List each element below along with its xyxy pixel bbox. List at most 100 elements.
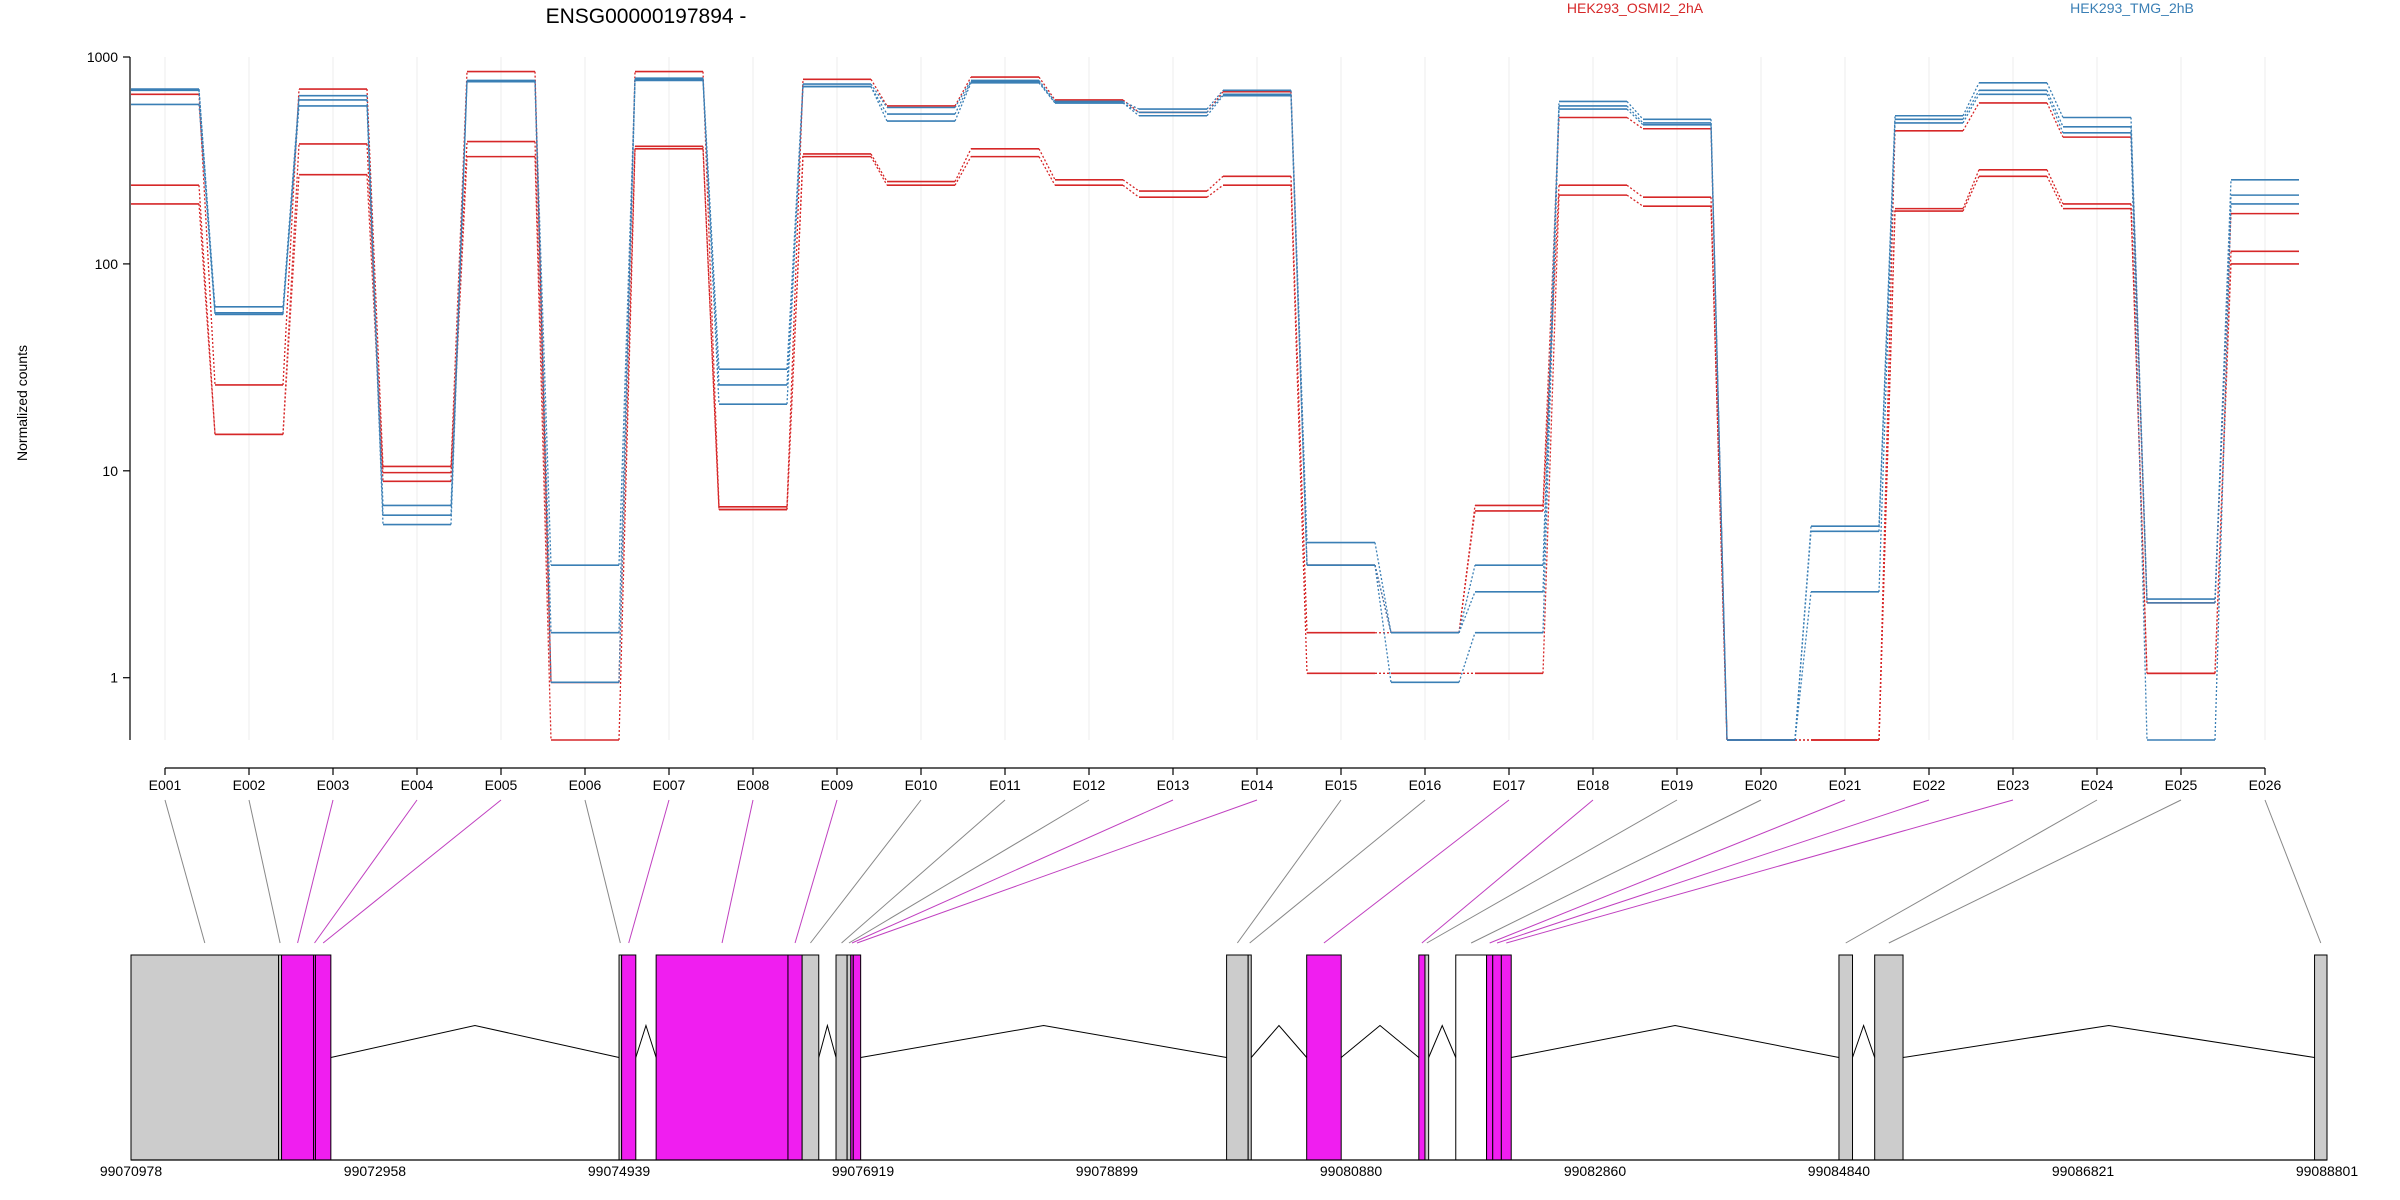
- series-4-link-E024: [2130, 126, 2148, 603]
- x-axis: E001 E002 E003 E004 E005 E006 E007 E008 E009 E010…: [149, 767, 2282, 793]
- x-tick-label-E020: E020: [1745, 777, 1778, 793]
- x-tick-label-E007: E007: [653, 777, 686, 793]
- x-tick-label-E003: E003: [317, 777, 350, 793]
- connector-E015: [1236, 799, 1342, 944]
- series-5-link-E019: [1710, 124, 1728, 741]
- series-2-link-E011: [1038, 156, 1056, 186]
- y-tick-label: 1: [110, 670, 118, 686]
- genomic-tick-label: 99084840: [1808, 1163, 1871, 1179]
- series-5-link-E006: [618, 80, 636, 683]
- genomic-tick-label: 99080880: [1320, 1163, 1383, 1179]
- x-tick-label-E014: E014: [1241, 777, 1274, 793]
- series-5-link-E004: [450, 81, 468, 525]
- series-3-link-E005: [534, 80, 552, 566]
- series-4-link-E020: [1794, 531, 1812, 741]
- series-5-link-E007: [702, 80, 720, 405]
- connector-E017: [1323, 799, 1510, 944]
- series-2-link-E007: [702, 148, 720, 510]
- series-3-link-E022: [1962, 82, 1980, 117]
- series-1-link-E016: [1458, 510, 1476, 633]
- series-2-link-E022: [1962, 176, 1980, 212]
- y-axis-label: Normalized counts: [14, 345, 30, 461]
- x-tick-label-E008: E008: [737, 777, 770, 793]
- series-3-link-E012: [1122, 100, 1140, 110]
- exon-bin-E010: [801, 954, 820, 1161]
- x-tick-label-E021: E021: [1829, 777, 1862, 793]
- series-3-link-E011: [1038, 80, 1056, 102]
- exon-bin-E007: [621, 954, 637, 1161]
- genomic-tick-label: 99076919: [832, 1163, 895, 1179]
- legend-label-0: HEK293_OSMI2_2hA: [1567, 0, 1704, 16]
- intron-E007: [635, 1023, 657, 1058]
- genomic-tick-label: 99088801: [2296, 1163, 2359, 1179]
- x-tick-label-E019: E019: [1661, 777, 1694, 793]
- x-tick-label-E004: E004: [401, 777, 434, 793]
- exon-bin-E015: [1226, 954, 1249, 1161]
- series-2-link-E023: [2046, 176, 2064, 209]
- series-0-link-E021: [1878, 130, 1896, 741]
- exon-bin-E009: [787, 954, 803, 1161]
- series-4-link-E022: [1962, 90, 1980, 120]
- x-tick-label-E009: E009: [821, 777, 854, 793]
- exon-bin-E018: [1418, 954, 1426, 1161]
- series-3-link-E010: [954, 80, 972, 108]
- series-5-link-E010: [954, 82, 972, 122]
- series-5-link-E011: [1038, 82, 1056, 104]
- exon-bin-E021: [1486, 954, 1494, 1161]
- series-4-link-E003: [366, 99, 384, 516]
- exon-bin-E005: [314, 954, 332, 1161]
- series-3-link-E018: [1626, 100, 1644, 120]
- series-2-link-E005: [534, 156, 552, 741]
- series-5-link-E009: [870, 86, 888, 122]
- series-4-link-E010: [954, 81, 972, 115]
- series-5-link-E017: [1542, 109, 1560, 633]
- exon-bin-E022: [1492, 954, 1502, 1161]
- x-tick-label-E015: E015: [1325, 777, 1358, 793]
- series-4-link-E015: [1374, 564, 1392, 633]
- connector-E006: [584, 799, 621, 944]
- series-5-link-E013: [1206, 95, 1224, 117]
- series-0-link-E009: [870, 78, 888, 107]
- series-3-link-E016: [1458, 564, 1476, 633]
- connector-E010: [810, 799, 922, 944]
- series-4-link-E004: [450, 81, 468, 516]
- x-tick-label-E017: E017: [1493, 777, 1526, 793]
- exon-connector-lines: [164, 799, 2322, 944]
- series-5-link-E025: [2214, 203, 2232, 741]
- series-1-link-E011: [1038, 148, 1056, 181]
- connector-E021: [1489, 799, 1846, 944]
- connector-E016: [1249, 799, 1426, 944]
- exon-bin-E023: [1500, 954, 1512, 1161]
- series-0-link-E001: [198, 94, 216, 385]
- series-4-link-E018: [1626, 105, 1644, 124]
- series-0-link-E003: [366, 89, 384, 467]
- intron-E024: [1852, 1023, 1876, 1058]
- connector-E005: [322, 799, 502, 944]
- series-5-link-E012: [1122, 102, 1140, 117]
- x-tick-label-E018: E018: [1577, 777, 1610, 793]
- series-2-link-E001: [198, 203, 216, 435]
- series-4-link-E016: [1458, 591, 1476, 633]
- series-4-link-E012: [1122, 102, 1140, 113]
- series-0-link-E002: [282, 89, 300, 385]
- exon-bin-E012: [846, 954, 852, 1161]
- genomic-tick-label: 99072958: [344, 1163, 407, 1179]
- connector-E003: [297, 799, 334, 944]
- exon-bin-E025: [1874, 954, 1904, 1161]
- x-tick-label-E006: E006: [569, 777, 602, 793]
- connector-E008: [721, 799, 754, 944]
- series-2-link-E009: [870, 156, 888, 186]
- connector-E025: [1888, 799, 2182, 944]
- series-2-link-E010: [954, 156, 972, 186]
- exon-bin-E017: [1306, 954, 1342, 1161]
- series-3-link-E013: [1206, 89, 1224, 110]
- series-4-link-E023: [2046, 90, 2064, 128]
- series-4-link-E002: [282, 99, 300, 313]
- series-2-link-E025: [2214, 263, 2232, 674]
- series-2-link-E014: [1290, 185, 1308, 674]
- series-5-link-E003: [366, 105, 384, 525]
- exon-bin-E011: [835, 954, 848, 1161]
- connector-E002: [248, 799, 281, 944]
- exon-bin-E019: [1424, 954, 1430, 1161]
